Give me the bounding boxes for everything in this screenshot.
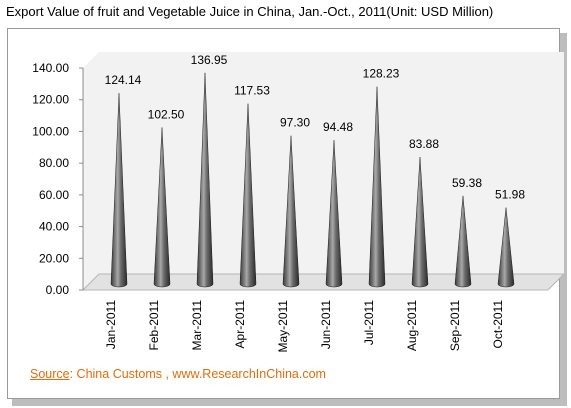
bar <box>497 207 515 288</box>
x-tick-label: Sep-2011 <box>448 300 462 351</box>
y-tick-label: 40.00 <box>39 220 69 234</box>
bar-cone <box>454 195 472 288</box>
source-line: Source: China Customs , www.ResearchInCh… <box>30 367 326 381</box>
bar <box>153 127 171 288</box>
x-tick-label: Mar-2011 <box>190 300 204 351</box>
bar-cone <box>325 140 343 288</box>
bar-cone <box>368 86 386 288</box>
bar-cone <box>110 93 128 288</box>
data-label: 102.50 <box>148 107 185 121</box>
data-label: 59.38 <box>452 176 482 190</box>
bar-cone <box>196 72 214 288</box>
bar <box>325 140 343 288</box>
bar-cone <box>497 207 515 288</box>
y-tick-label: 20.00 <box>39 251 69 265</box>
bar <box>411 156 429 288</box>
bar <box>196 72 214 288</box>
source-text: : China Customs , www.ResearchInChina.co… <box>69 367 326 381</box>
y-tick-label: 120.00 <box>32 93 69 107</box>
bar-cone <box>411 156 429 288</box>
x-tick-label: Feb-2011 <box>147 300 161 351</box>
chart-title: Export Value of fruit and Vegetable Juic… <box>6 4 494 19</box>
bar <box>282 135 300 288</box>
x-tick-label: Aug-2011 <box>405 300 419 351</box>
bar <box>368 86 386 288</box>
y-tick-label: 100.00 <box>32 124 69 138</box>
x-tick-label: May-2011 <box>276 300 290 353</box>
y-tick-label: 60.00 <box>39 188 69 202</box>
bar-cone <box>239 103 257 288</box>
data-label: 124.14 <box>105 73 142 87</box>
x-tick-label: Jul-2011 <box>362 300 376 345</box>
data-label: 94.48 <box>323 120 353 134</box>
data-label: 136.95 <box>191 53 228 67</box>
chart-back-wall <box>83 52 564 290</box>
x-tick-label: Jan-2011 <box>104 300 118 349</box>
bar-cone <box>153 127 171 288</box>
y-tick-label: 0.00 <box>46 283 70 297</box>
bar <box>454 195 472 288</box>
data-label: 51.98 <box>495 188 525 202</box>
bar <box>239 103 257 288</box>
data-label: 117.53 <box>234 84 270 98</box>
data-label: 83.88 <box>409 137 439 151</box>
source-label: Source <box>30 367 70 381</box>
y-tick-label: 140.00 <box>32 61 69 75</box>
x-tick-label: Oct-2011 <box>491 300 505 349</box>
data-label: 97.30 <box>280 116 310 130</box>
x-tick-label: Apr-2011 <box>233 300 247 349</box>
data-label: 128.23 <box>363 67 400 81</box>
x-tick-label: Jun-2011 <box>319 300 333 349</box>
bar <box>110 93 128 288</box>
y-tick-label: 80.00 <box>39 156 69 170</box>
bar-cone <box>282 135 300 288</box>
